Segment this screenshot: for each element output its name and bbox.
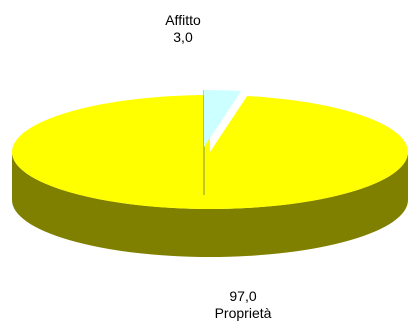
data-label-propriet--name: Proprietà [215, 305, 272, 321]
data-label-affitto-value: 3,0 [173, 29, 193, 45]
pie-slice-affitto [204, 90, 242, 147]
data-label-affitto-name: Affitto [165, 12, 201, 28]
data-label-propriet--value: 97,0 [229, 288, 256, 304]
pie-side-propriet- [12, 152, 408, 257]
pie-slice-propriet- [11, 95, 408, 209]
